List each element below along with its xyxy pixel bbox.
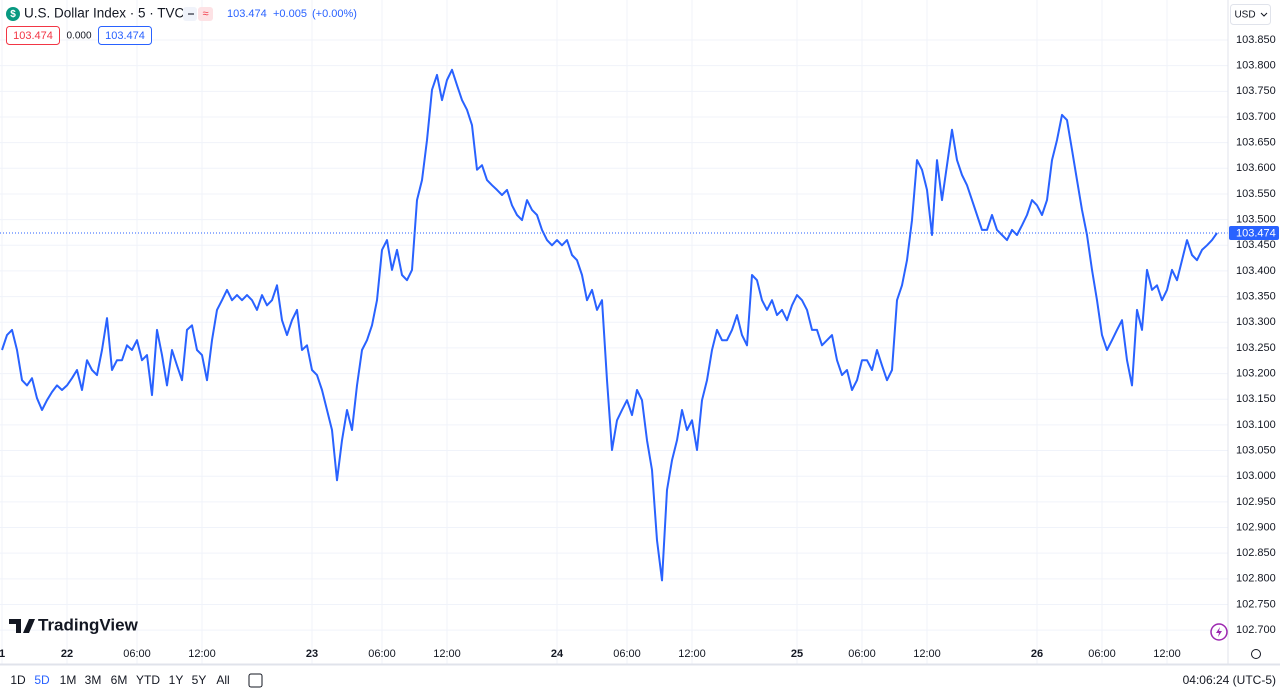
y-tick-label: 103.050 <box>1236 444 1276 456</box>
price-line <box>1 68 1218 582</box>
spread-label: 0.000 <box>66 31 91 42</box>
y-tick-label: 103.250 <box>1236 342 1276 354</box>
alert-icon[interactable] <box>1210 623 1228 641</box>
logo-glyph: $ <box>10 9 16 20</box>
alert-bolt <box>1216 627 1222 637</box>
y-tick-label: 102.900 <box>1236 521 1276 533</box>
status-pill-icon <box>188 13 194 15</box>
x-tick-label: 24 <box>551 648 564 660</box>
x-tick-label: 12:00 <box>678 648 706 660</box>
x-tick-label: 06:00 <box>123 648 151 660</box>
range-button[interactable]: 1D <box>10 673 26 687</box>
y-tick-label: 103.350 <box>1236 290 1276 302</box>
range-button[interactable]: All <box>216 673 229 687</box>
y-tick-label: 103.850 <box>1236 34 1276 46</box>
x-tick-label: 06:00 <box>848 648 876 660</box>
clock: 04:06:24 (UTC-5) <box>1183 673 1276 687</box>
currency-caret <box>1260 12 1268 17</box>
x-tick-label: 22 <box>61 648 73 660</box>
y-tick-label: 103.600 <box>1236 162 1276 174</box>
y-tick-label: 103.700 <box>1236 111 1276 123</box>
date-range-icon[interactable] <box>248 673 263 688</box>
y-tick-label: 103.200 <box>1236 367 1276 379</box>
price-box <box>98 26 152 45</box>
x-tick-label: 12:00 <box>188 648 216 660</box>
price-box-label: 103.474 <box>105 30 145 42</box>
range-button[interactable]: 3M <box>85 673 102 687</box>
toolbar: 1D 5D 1M 3M 6M YTD 1Y 5Y All <box>0 664 1280 687</box>
x-tick-label: 06:00 <box>1088 648 1116 660</box>
price-tag <box>1229 225 1279 240</box>
status-pill <box>198 7 213 21</box>
status-pill-icon: ≈ <box>202 8 208 20</box>
y-tick-label: 102.800 <box>1236 573 1276 585</box>
watermark-logo <box>9 619 35 633</box>
x-tick-label: 25 <box>791 648 803 660</box>
currency-label[interactable]: USD <box>1234 10 1255 21</box>
y-tick-label: 103.550 <box>1236 188 1276 200</box>
y-tick-label: 103.800 <box>1236 60 1276 72</box>
grid <box>0 0 1228 664</box>
x-tick-label: 23 <box>306 648 318 660</box>
y-tick-label: 103.750 <box>1236 85 1276 97</box>
symbol-title[interactable]: U.S. Dollar Index · 5 · TVC <box>24 6 185 21</box>
range-button[interactable]: 1Y <box>169 673 184 687</box>
y-tick-label: 102.950 <box>1236 496 1276 508</box>
currency-button[interactable] <box>1230 4 1271 25</box>
header-price: 103.474 <box>227 8 267 20</box>
settings-icon[interactable] <box>1251 649 1261 659</box>
y-tick-label: 103.400 <box>1236 265 1276 277</box>
y-tick-label: 103.000 <box>1236 470 1276 482</box>
header-change-pct: (+0.00%) <box>312 8 357 20</box>
header-change: +0.005 <box>273 8 307 20</box>
range-button[interactable]: 5Y <box>192 673 207 687</box>
x-tick-label: 12:00 <box>1153 648 1181 660</box>
price-box <box>6 26 60 45</box>
x-tick-label: 26 <box>1031 648 1043 660</box>
x-tick-label: 1 <box>0 648 5 660</box>
y-tick-label: 103.500 <box>1236 214 1276 226</box>
x-tick-label: 06:00 <box>613 648 641 660</box>
price-tag-label: 103.474 <box>1236 227 1276 239</box>
range-button[interactable]: YTD <box>136 673 160 687</box>
y-tick-label: 103.150 <box>1236 393 1276 405</box>
symbol-logo <box>6 7 20 21</box>
y-tick-label: 102.850 <box>1236 547 1276 559</box>
price-box-label: 103.474 <box>13 30 53 42</box>
y-tick-label: 103.650 <box>1236 137 1276 149</box>
y-tick-label: 102.700 <box>1236 624 1276 636</box>
range-button[interactable]: 6M <box>111 673 128 687</box>
y-tick-label: 103.300 <box>1236 316 1276 328</box>
watermark: TradingView <box>38 615 139 634</box>
range-button[interactable]: 5D <box>34 673 50 687</box>
y-tick-label: 103.450 <box>1236 239 1276 251</box>
y-tick-label: 103.100 <box>1236 419 1276 431</box>
plot <box>0 68 1228 582</box>
x-tick-label: 12:00 <box>433 648 461 660</box>
y-tick-label: 102.750 <box>1236 598 1276 610</box>
x-tick-label: 12:00 <box>913 648 941 660</box>
x-tick-label: 06:00 <box>368 648 396 660</box>
range-button[interactable]: 1M <box>60 673 77 687</box>
